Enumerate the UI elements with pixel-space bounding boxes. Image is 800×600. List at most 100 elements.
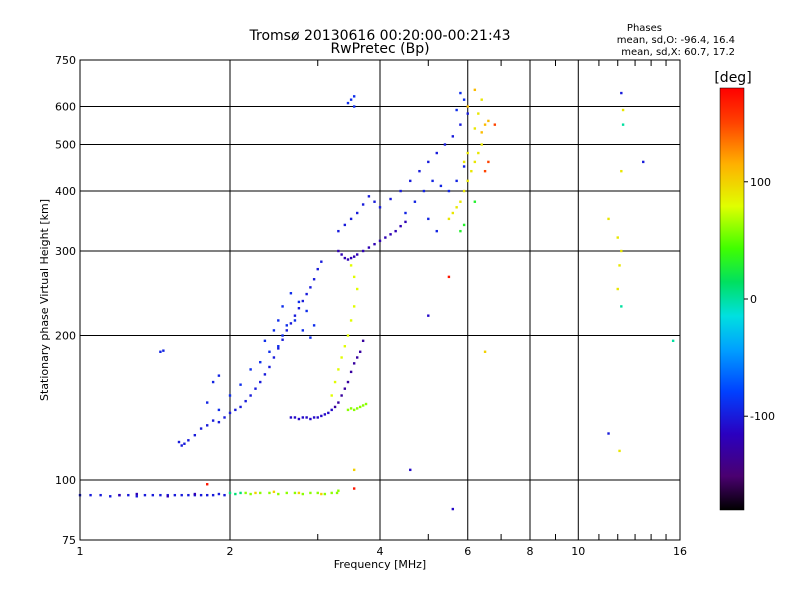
data-point xyxy=(316,416,319,419)
data-point xyxy=(199,493,203,497)
data-point xyxy=(109,495,112,498)
data-point xyxy=(459,91,462,95)
data-point xyxy=(358,350,362,353)
data-point xyxy=(263,339,267,343)
data-point xyxy=(187,439,190,442)
data-point xyxy=(620,169,623,173)
data-point xyxy=(443,143,447,146)
data-point xyxy=(462,165,466,168)
data-point xyxy=(234,408,237,412)
data-point xyxy=(309,417,312,421)
data-point xyxy=(330,394,333,397)
data-point xyxy=(272,356,276,359)
data-point xyxy=(244,399,247,403)
data-point xyxy=(355,356,359,359)
data-point xyxy=(364,402,368,406)
data-point xyxy=(249,394,252,397)
data-point xyxy=(277,319,280,322)
x-tick-label: 10 xyxy=(571,545,585,558)
x-tick-label: 8 xyxy=(527,545,534,558)
y-tick-label: 500 xyxy=(55,139,76,152)
data-point xyxy=(427,314,430,317)
data-point xyxy=(462,223,466,227)
data-point xyxy=(327,411,330,415)
data-point xyxy=(305,309,308,313)
data-point xyxy=(159,350,162,353)
data-point xyxy=(620,249,623,253)
data-point xyxy=(335,491,339,495)
data-point xyxy=(466,151,469,155)
data-point xyxy=(343,223,347,227)
data-point xyxy=(217,420,221,424)
data-point xyxy=(343,387,347,390)
x-tick-label: 6 xyxy=(464,545,471,558)
data-point xyxy=(135,492,138,496)
y-tick-label: 100 xyxy=(55,474,76,487)
data-point xyxy=(312,324,316,327)
data-point xyxy=(352,95,356,98)
data-point xyxy=(346,408,350,412)
data-point xyxy=(384,236,387,239)
data-point xyxy=(427,217,430,221)
data-point xyxy=(462,189,466,193)
y-tick-label: 300 xyxy=(55,245,76,258)
data-point xyxy=(483,123,487,126)
data-point xyxy=(323,413,327,416)
data-point xyxy=(620,91,623,95)
data-point xyxy=(187,493,190,497)
data-point xyxy=(399,224,402,228)
data-point xyxy=(389,197,392,201)
data-point xyxy=(493,123,497,126)
data-point xyxy=(451,211,455,215)
data-point xyxy=(289,292,293,295)
data-point xyxy=(352,305,356,308)
data-point xyxy=(466,112,469,115)
data-point xyxy=(361,339,365,343)
data-point xyxy=(618,264,621,267)
stats-line-x: mean, sd,X: 60.7, 17.2 xyxy=(621,47,735,58)
data-point xyxy=(346,101,350,105)
data-point xyxy=(259,360,262,364)
data-point xyxy=(473,160,477,164)
data-point xyxy=(263,373,267,376)
data-point xyxy=(297,307,301,310)
data-point xyxy=(239,405,242,409)
data-point xyxy=(333,405,337,409)
data-point xyxy=(217,408,221,412)
axis-ticks: 1 2 4 6 8 10 16 75 100 200 300 400 500 600 750 xyxy=(55,54,687,558)
data-point xyxy=(217,374,221,377)
data-point xyxy=(361,404,365,407)
data-point xyxy=(621,108,625,112)
data-point xyxy=(234,492,237,496)
data-point xyxy=(239,383,242,386)
data-point xyxy=(259,380,262,384)
data-point xyxy=(462,160,466,164)
data-points xyxy=(78,88,675,511)
data-point xyxy=(277,492,280,496)
data-point xyxy=(254,491,257,495)
data-point xyxy=(427,160,430,164)
data-point xyxy=(285,324,288,327)
x-tick-label: 2 xyxy=(227,545,234,558)
data-point xyxy=(281,338,284,341)
data-point xyxy=(223,493,226,497)
data-point xyxy=(483,350,487,353)
data-point xyxy=(316,267,319,271)
data-point xyxy=(337,229,340,233)
data-point xyxy=(459,229,462,233)
y-axis-label: Stationary phase Virtual Height [km] xyxy=(38,199,51,401)
data-point xyxy=(297,491,301,495)
colorbar-tick-label: 0 xyxy=(750,293,757,306)
data-point xyxy=(211,380,215,384)
data-point xyxy=(180,493,183,497)
data-point xyxy=(435,229,438,233)
data-point xyxy=(616,287,619,291)
data-point xyxy=(451,507,455,511)
data-point xyxy=(355,407,359,410)
data-point xyxy=(358,405,362,409)
data-point xyxy=(447,217,451,221)
data-point xyxy=(346,258,350,261)
data-point xyxy=(642,160,645,164)
data-point xyxy=(293,314,297,317)
